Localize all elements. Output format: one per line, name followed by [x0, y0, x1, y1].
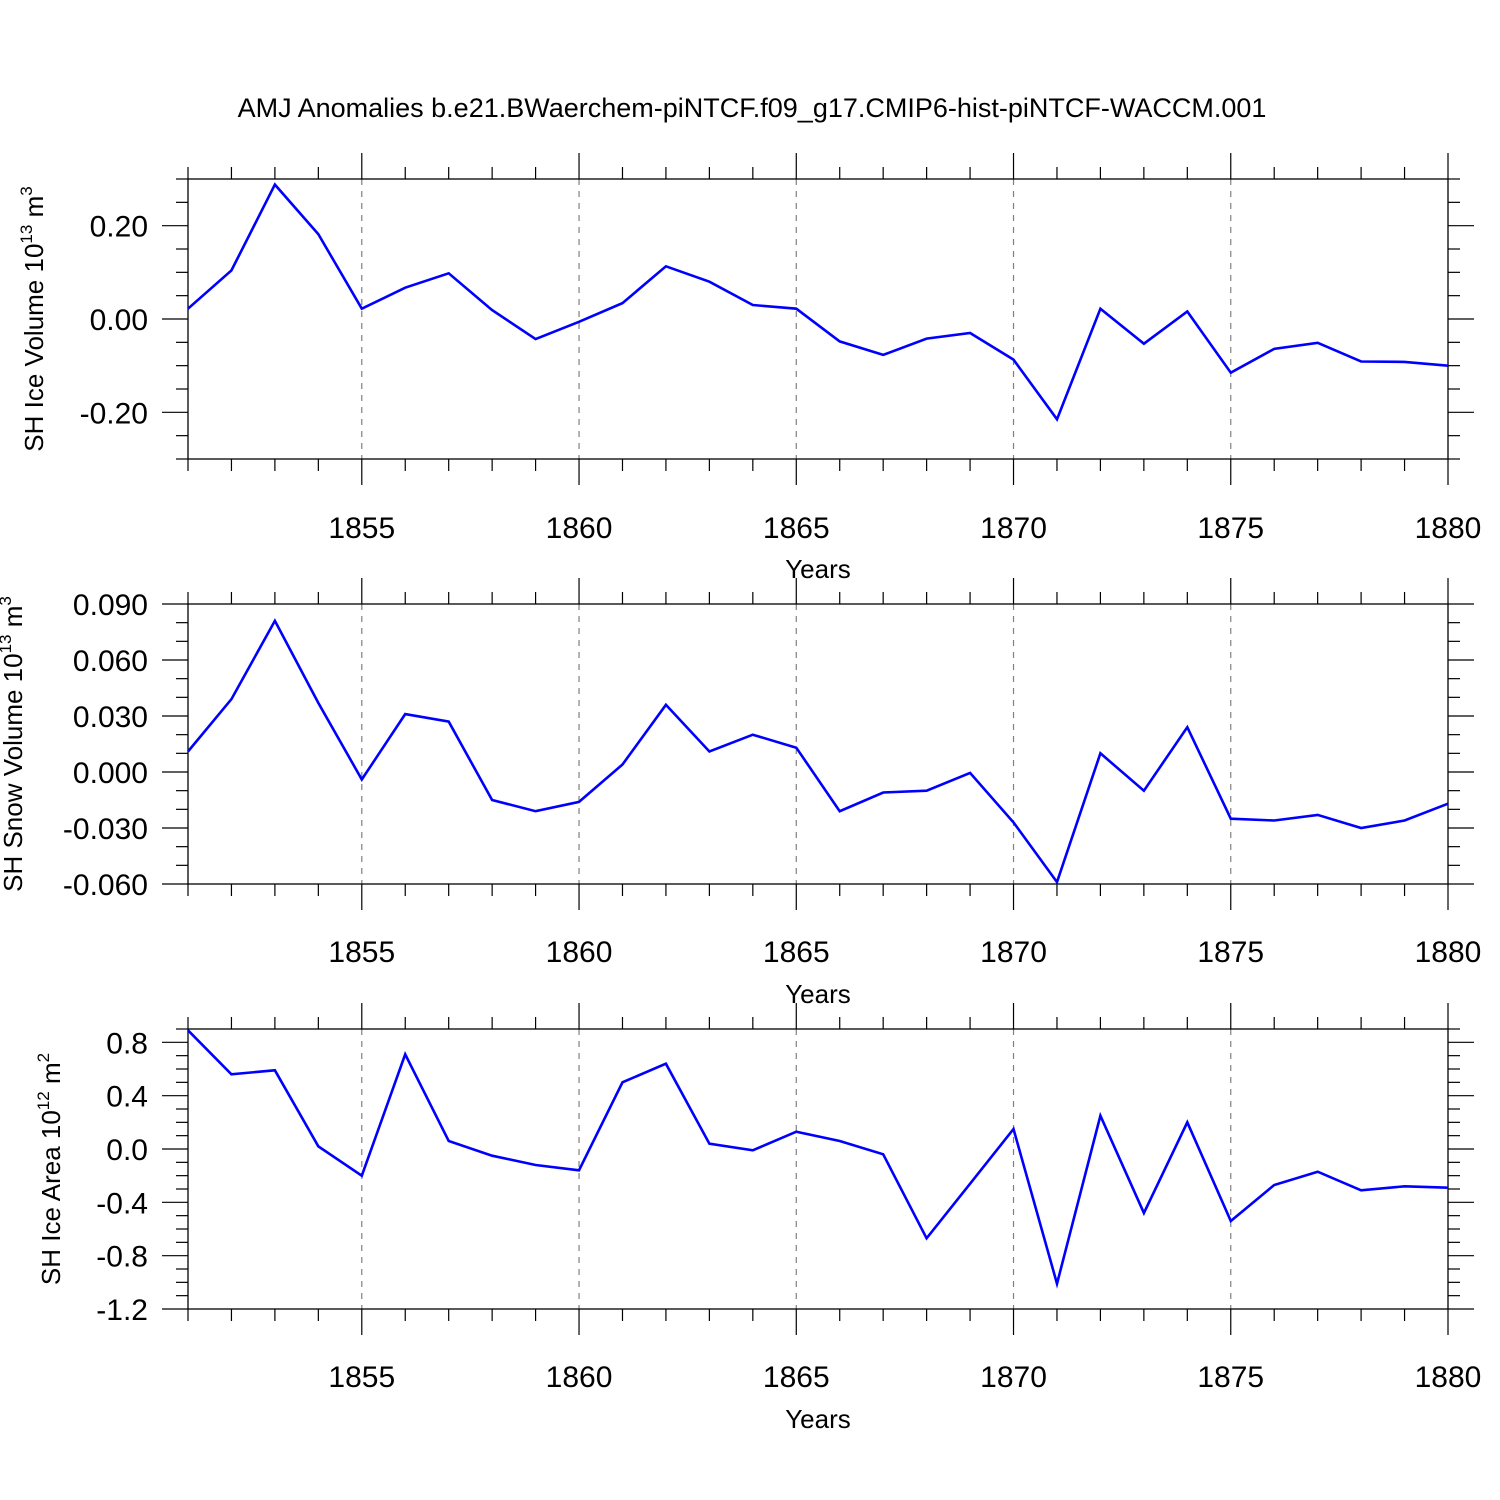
y-axis-title: SH Ice Area 1012 m2 [34, 1053, 66, 1285]
x-axis-title: Years [785, 1404, 851, 1434]
x-axis-title: Years [785, 554, 851, 584]
y-tick-label: -0.060 [63, 869, 148, 902]
y-tick-label: 0.20 [90, 211, 148, 244]
plot-frame [187, 178, 1449, 460]
x-tick-label: 1875 [1197, 936, 1264, 969]
plot-frame [187, 1028, 1449, 1310]
series-line [186, 618, 1449, 885]
x-tick-label: 1855 [328, 936, 395, 969]
y-tick-label: -0.8 [96, 1241, 148, 1274]
y-tick-label: 0.060 [73, 645, 148, 678]
x-tick-label: 1875 [1197, 1361, 1264, 1394]
y-tick-label: 0.000 [73, 757, 148, 790]
x-tick-label: 1860 [546, 936, 613, 969]
y-axis-title: SH Snow Volume 1013 m3 [0, 596, 28, 892]
y-tick-label: 0.0 [106, 1134, 148, 1167]
x-tick-label: 1880 [1415, 512, 1482, 545]
y-tick-label: 0.8 [106, 1027, 148, 1060]
plot-frame [187, 603, 1449, 885]
y-tick-label: -0.4 [96, 1187, 148, 1220]
x-tick-label: 1880 [1415, 936, 1482, 969]
x-axis-title: Years [785, 979, 851, 1009]
x-tick-label: 1855 [328, 1361, 395, 1394]
x-tick-label: 1855 [328, 512, 395, 545]
x-tick-label: 1860 [546, 1361, 613, 1394]
panel-1: 1855 1860 1865 1870 1875 1880 0.20 0.00 -0.20 Yea… [17, 153, 1481, 584]
panel-3: 1855 1860 1865 1870 1875 1880 0.8 0.4 0.0 -0.4 -0.… [34, 1003, 1481, 1434]
y-tick-label: 0.4 [106, 1081, 148, 1114]
x-tick-label: 1865 [763, 512, 830, 545]
x-tick-label: 1875 [1197, 512, 1264, 545]
series-line [187, 182, 1449, 422]
y-tick-label: 0.030 [73, 701, 148, 734]
panel-2: 1855 1860 1865 1870 1875 1880 0.090 0.060 0.030 0… [0, 578, 1481, 1009]
y-axis-title: SH Ice Volume 1013 m3 [17, 186, 49, 451]
x-tick-label: 1860 [546, 512, 613, 545]
y-tick-label: -1.2 [96, 1294, 148, 1327]
y-tick-label: 0.090 [73, 589, 148, 622]
series-line [187, 1029, 1449, 1289]
x-tick-label: 1870 [980, 1361, 1047, 1394]
y-tick-label: 0.00 [90, 304, 148, 337]
x-tick-label: 1865 [763, 1361, 830, 1394]
y-tick-label: -0.20 [80, 397, 148, 430]
x-tick-label: 1870 [980, 936, 1047, 969]
chart-title: AMJ Anomalies b.e21.BWaerchem-piNTCF.f09… [238, 93, 1267, 123]
x-tick-label: 1865 [763, 936, 830, 969]
x-tick-label: 1870 [980, 512, 1047, 545]
y-tick-label: -0.030 [63, 813, 148, 846]
x-tick-label: 1880 [1415, 1361, 1482, 1394]
